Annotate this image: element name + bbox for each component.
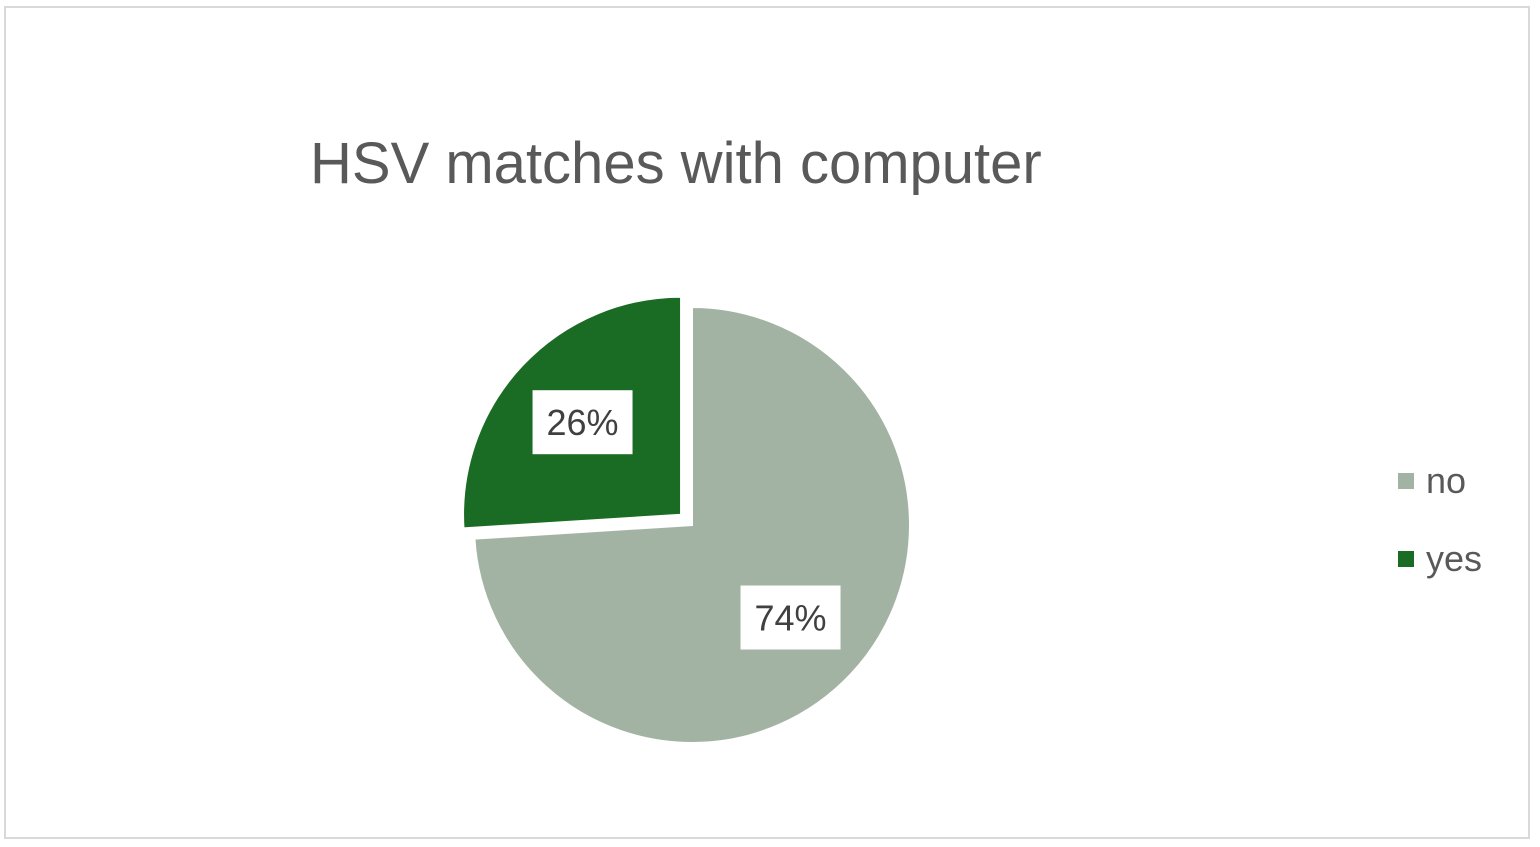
pie-slices: 74% 26%	[462, 295, 911, 744]
legend-item-no[interactable]: no	[1398, 458, 1482, 504]
data-label-no: 74%	[754, 598, 826, 639]
legend-label-no: no	[1426, 460, 1467, 501]
data-label-yes: 26%	[547, 402, 619, 443]
legend-label-yes: yes	[1426, 538, 1483, 579]
legend-item-yes[interactable]: yes	[1398, 536, 1482, 582]
legend-swatch-no	[1398, 473, 1414, 489]
chart-title: HSV matches with computer	[310, 131, 1042, 196]
legend: no yes	[1398, 458, 1482, 614]
data-label-box-no	[740, 585, 841, 650]
legend-swatch-yes	[1398, 551, 1414, 567]
data-label-box-yes	[532, 390, 633, 455]
